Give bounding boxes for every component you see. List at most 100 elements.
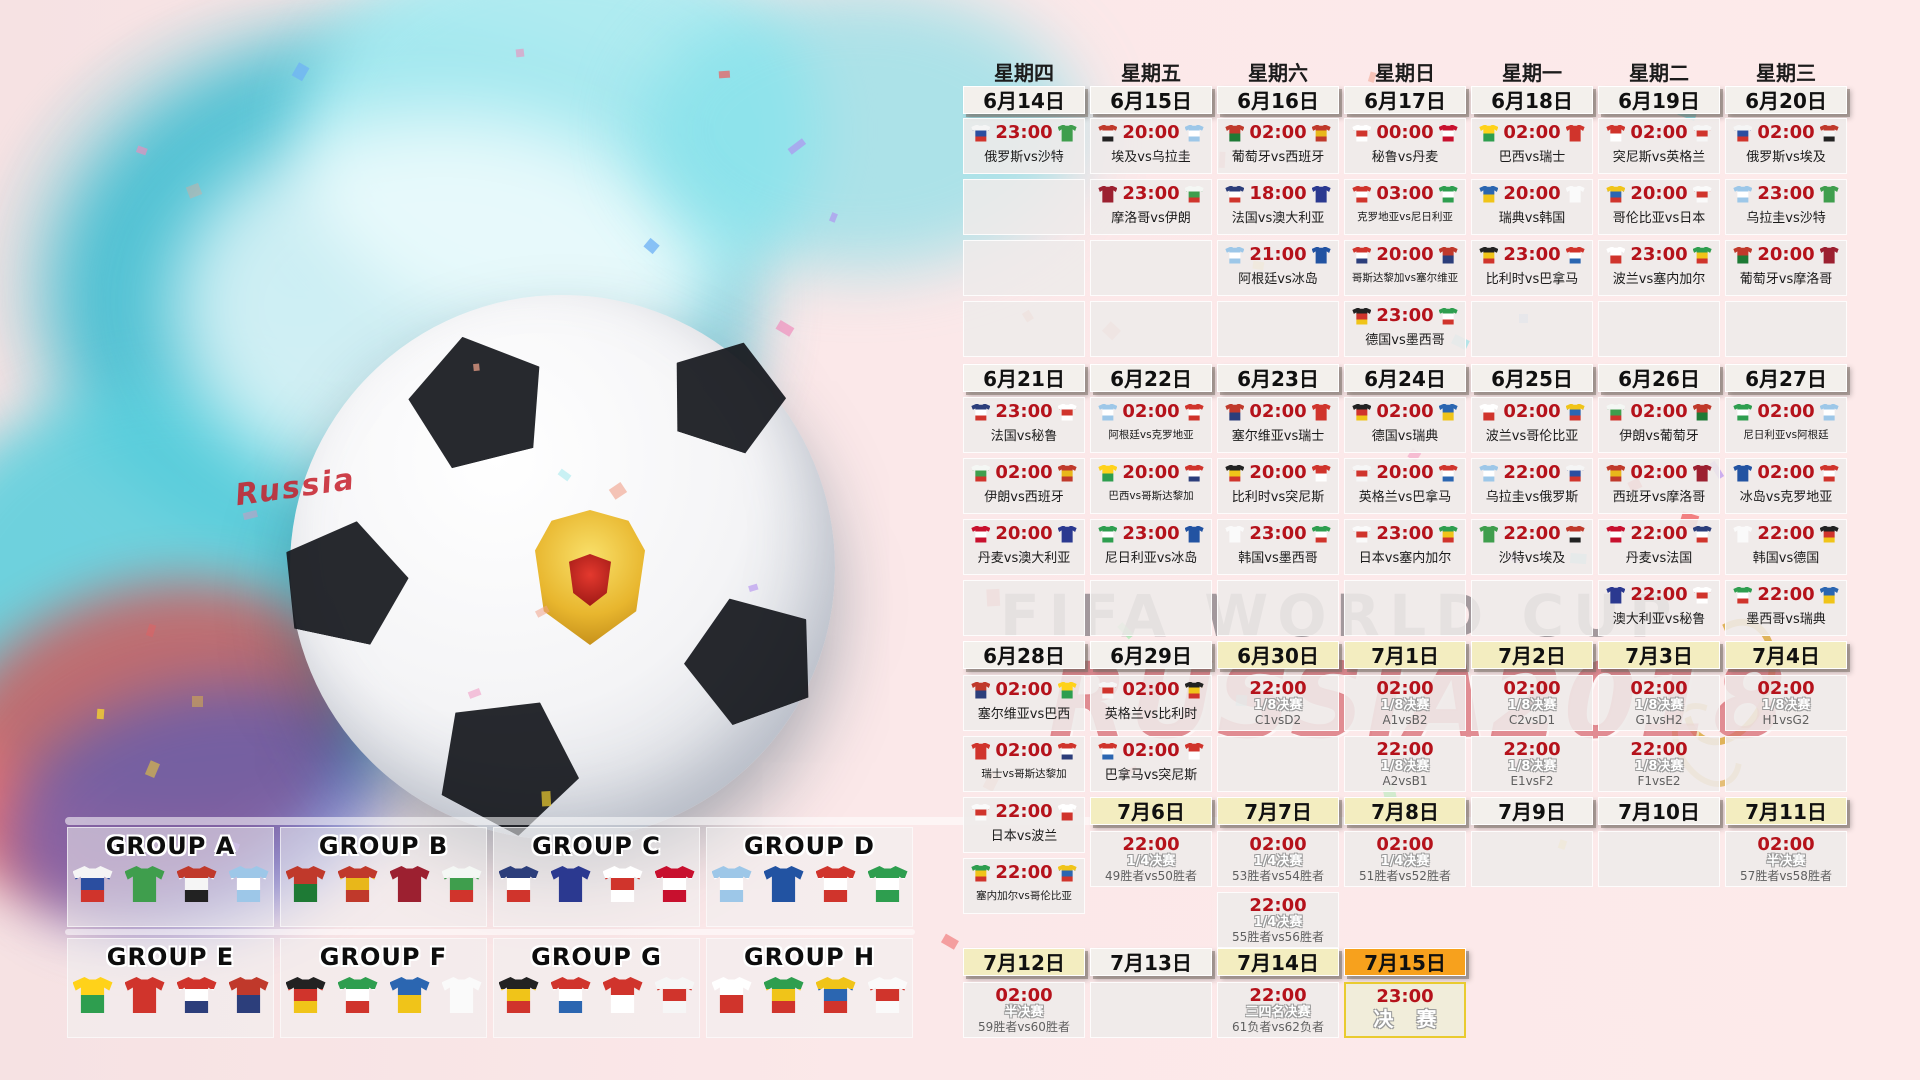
group-jerseys <box>707 866 912 902</box>
jersey-icon <box>1225 124 1245 142</box>
jersey-icon <box>1098 185 1118 203</box>
match-teams: 秘鲁vs丹麦 <box>1371 150 1439 165</box>
date-button[interactable]: 7月3日 <box>1598 641 1720 669</box>
match-cell: 02:00 葡萄牙vs西班牙 <box>1217 118 1339 174</box>
jersey-icon <box>1692 246 1712 264</box>
date-button[interactable]: 6月24日 <box>1344 364 1466 392</box>
jersey-icon <box>1057 403 1077 421</box>
match-time: 23:00 <box>1630 244 1688 265</box>
date-button[interactable]: 7月13日 <box>1090 948 1212 976</box>
date-button[interactable]: 7月11日 <box>1725 797 1847 825</box>
knockout-cell: 22:00 1/8决赛 A2vsB1 <box>1344 736 1466 792</box>
match-time: 02:00 <box>1122 679 1180 700</box>
date-button[interactable]: 6月17日 <box>1344 86 1466 114</box>
match-pair: 59胜者vs60胜者 <box>978 1020 1070 1034</box>
jersey-icon <box>1733 403 1753 421</box>
date-button[interactable]: 6月26日 <box>1598 364 1720 392</box>
match-stage: 1/4决赛 <box>1126 854 1176 869</box>
match-time: 02:00 <box>995 740 1053 761</box>
match-teams: 巴拿马vs突尼斯 <box>1104 768 1198 783</box>
date-button[interactable]: 7月14日 <box>1217 948 1339 976</box>
jersey-icon <box>1819 124 1839 142</box>
jersey-icon <box>1184 742 1204 760</box>
match-stage: 1/8决赛 <box>1507 759 1557 774</box>
match-time: 02:00 <box>1249 122 1307 143</box>
date-button[interactable]: 6月14日 <box>963 86 1085 114</box>
jersey-icon <box>1819 525 1839 543</box>
date-button[interactable]: 6月16日 <box>1217 86 1339 114</box>
weekday-label: 星期日 <box>1375 61 1435 85</box>
date-button[interactable]: 7月9日 <box>1471 797 1593 825</box>
date-button[interactable]: 6月15日 <box>1090 86 1212 114</box>
jersey-icon <box>1692 185 1712 203</box>
match-teams: 哥伦比亚vs日本 <box>1612 211 1706 226</box>
empty-cell <box>1598 831 1720 887</box>
jersey-icon <box>1606 246 1626 264</box>
match-time: 20:00 <box>1757 244 1815 265</box>
match-cell: 20:00 比利时vs突尼斯 <box>1217 458 1339 514</box>
match-cell: 18:00 法国vs澳大利亚 <box>1217 179 1339 235</box>
jersey-icon <box>1438 464 1458 482</box>
date-button[interactable]: 6月21日 <box>963 364 1085 392</box>
date-button[interactable]: 6月27日 <box>1725 364 1847 392</box>
jersey-icon <box>1733 124 1753 142</box>
jersey-icon <box>1479 525 1499 543</box>
date-button[interactable]: 7月6日 <box>1090 797 1212 825</box>
date-button[interactable]: 6月29日 <box>1090 641 1212 669</box>
date-button[interactable]: 6月22日 <box>1090 364 1212 392</box>
match-teams: 丹麦vs法国 <box>1625 551 1693 566</box>
match-teams: 伊朗vs西班牙 <box>984 490 1064 505</box>
match-cell: 02:00 伊朗vs西班牙 <box>963 458 1085 514</box>
match-teams: 波兰vs哥伦比亚 <box>1485 429 1579 444</box>
group-label: GROUP G <box>531 943 662 971</box>
match-time: 20:00 <box>1122 122 1180 143</box>
date-button[interactable]: 7月8日 <box>1344 797 1466 825</box>
match-time: 02:00 <box>1376 834 1434 855</box>
date-button[interactable]: 7月4日 <box>1725 641 1847 669</box>
date-button[interactable]: 6月25日 <box>1471 364 1593 392</box>
empty-cell <box>1725 301 1847 357</box>
match-time: 23:00 <box>995 122 1053 143</box>
match-cell: 02:00 波兰vs哥伦比亚 <box>1471 397 1593 453</box>
group-box: GROUP C <box>493 827 700 927</box>
date-button[interactable]: 6月20日 <box>1725 86 1847 114</box>
match-teams: 伊朗vs葡萄牙 <box>1619 429 1699 444</box>
match-pair: 61负者vs62负者 <box>1232 1020 1324 1034</box>
match-cell: 02:00 英格兰vs比利时 <box>1090 675 1212 731</box>
match-time: 02:00 <box>1757 678 1815 699</box>
date-button[interactable]: 7月12日 <box>963 948 1085 976</box>
match-time: 02:00 <box>1757 401 1815 422</box>
match-time: 02:00 <box>1757 462 1815 483</box>
jersey-icon <box>1352 525 1372 543</box>
match-stage: 三四名决赛 <box>1245 1005 1311 1020</box>
date-button[interactable]: 7月2日 <box>1471 641 1593 669</box>
match-teams: 德国vs墨西哥 <box>1365 333 1445 348</box>
jersey-icon <box>1819 246 1839 264</box>
date-button[interactable]: 7月10日 <box>1598 797 1720 825</box>
match-time: 22:00 <box>1503 462 1561 483</box>
match-pair: A2vsB1 <box>1382 774 1428 788</box>
match-time: 02:00 <box>1630 122 1688 143</box>
date-button[interactable]: 6月30日 <box>1217 641 1339 669</box>
date-button[interactable]: 7月1日 <box>1344 641 1466 669</box>
date-button[interactable]: 6月23日 <box>1217 364 1339 392</box>
match-stage: 1/8决赛 <box>1253 698 1303 713</box>
jersey-icon <box>1225 185 1245 203</box>
jersey-icon <box>1819 403 1839 421</box>
jersey-icon <box>1057 803 1077 821</box>
group-jerseys <box>494 977 699 1013</box>
date-button[interactable]: 7月7日 <box>1217 797 1339 825</box>
match-time: 23:00 <box>1376 305 1434 326</box>
match-teams: 瑞士vs哥斯达黎加 <box>981 768 1067 780</box>
jersey-icon <box>1311 246 1331 264</box>
date-button[interactable]: 6月18日 <box>1471 86 1593 114</box>
jersey-icon <box>1565 464 1585 482</box>
match-teams: 突尼斯vs英格兰 <box>1612 150 1706 165</box>
date-button[interactable]: 6月19日 <box>1598 86 1720 114</box>
match-time: 20:00 <box>1376 244 1434 265</box>
jersey-icon <box>971 525 991 543</box>
match-time: 22:00 <box>1249 895 1307 916</box>
date-button[interactable]: 6月28日 <box>963 641 1085 669</box>
match-stage: 1/4决赛 <box>1253 915 1303 930</box>
date-button[interactable]: 7月15日 <box>1344 948 1466 976</box>
